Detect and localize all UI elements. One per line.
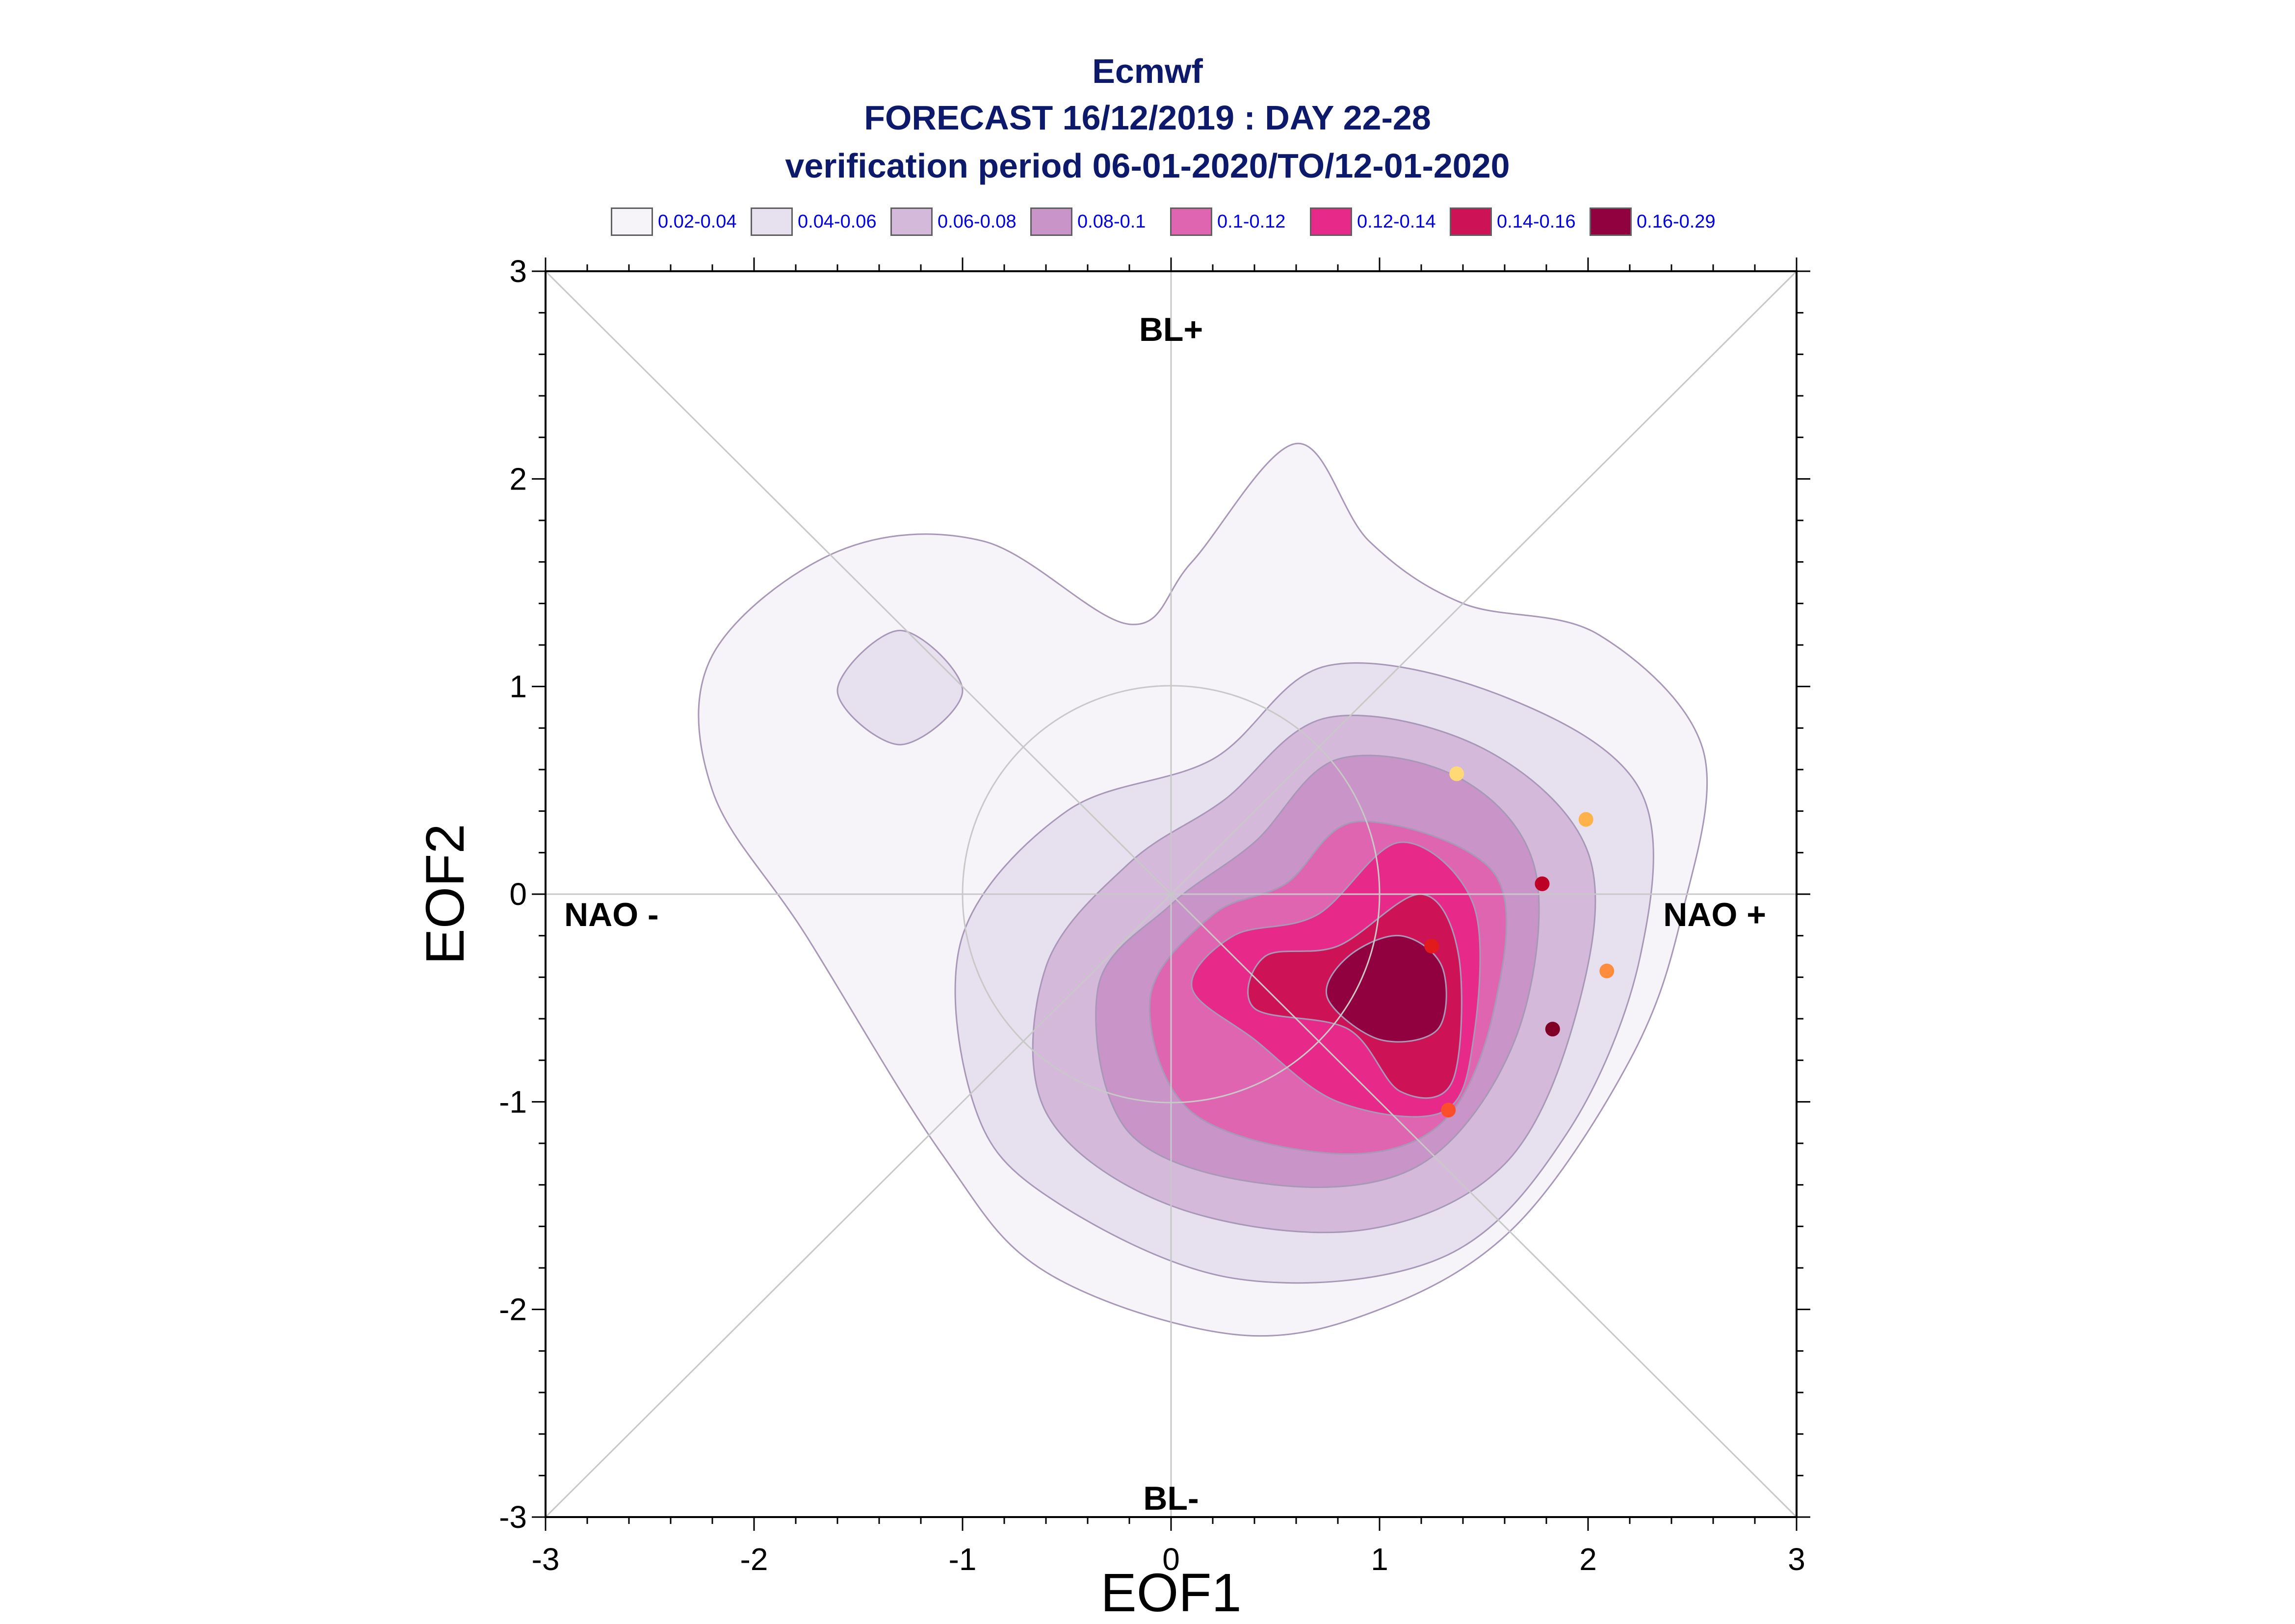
data-point <box>1599 963 1615 979</box>
legend-swatch <box>890 207 933 236</box>
title-line-1: Ecmwf <box>1092 52 1203 90</box>
legend-label: 0.06-0.08 <box>938 211 1017 232</box>
legend-swatch <box>1310 207 1352 236</box>
legend-item: 0.06-0.08 <box>890 206 1030 237</box>
y-tick-label: 1 <box>509 669 527 704</box>
data-point <box>1578 812 1593 827</box>
y-tick-label: -3 <box>499 1499 527 1535</box>
data-point <box>1545 1022 1560 1037</box>
legend-item: 0.1-0.12 <box>1170 206 1310 237</box>
diagonal-line <box>545 270 1798 1518</box>
regime-label-left: NAO - <box>564 896 659 933</box>
legend-swatch <box>1170 207 1212 236</box>
y-tick-label: 0 <box>509 876 527 912</box>
data-point <box>1424 938 1439 954</box>
regime-label-top: BL+ <box>1139 311 1203 348</box>
x-tick-label: -1 <box>949 1542 977 1577</box>
x-axis-label: EOF1 <box>1100 1563 1241 1623</box>
title-line-3: verification period 06-01-2020/TO/12-01-… <box>785 147 1510 185</box>
data-point <box>1449 766 1464 781</box>
unit-circle <box>962 685 1381 1104</box>
legend-label: 0.08-0.1 <box>1077 211 1146 232</box>
legend-swatch <box>611 207 653 236</box>
legend-label: 0.12-0.14 <box>1357 211 1436 232</box>
legend-label: 0.16-0.29 <box>1637 211 1716 232</box>
legend-label: 0.04-0.06 <box>798 211 877 232</box>
data-point <box>1535 876 1550 891</box>
x-tick-label: -2 <box>740 1542 768 1577</box>
legend-label: 0.02-0.04 <box>658 211 737 232</box>
x-tick-label: 2 <box>1579 1542 1597 1577</box>
legend-swatch <box>1590 207 1632 236</box>
regime-label-right: NAO + <box>1663 896 1766 933</box>
legend-label: 0.14-0.16 <box>1497 211 1576 232</box>
y-tick-label: 2 <box>509 461 527 496</box>
density-contour <box>836 629 964 746</box>
legend-item: 0.02-0.04 <box>611 206 751 237</box>
legend-item: 0.12-0.14 <box>1310 206 1450 237</box>
data-point <box>1441 1103 1456 1118</box>
legend-item: 0.14-0.16 <box>1450 206 1590 237</box>
legend-item: 0.04-0.06 <box>751 206 890 237</box>
x-tick-label: -3 <box>532 1542 560 1577</box>
title-line-2: FORECAST 16/12/2019 : DAY 22-28 <box>864 99 1431 137</box>
x-tick-label: 1 <box>1371 1542 1388 1577</box>
y-axis-label: EOF2 <box>415 824 475 964</box>
legend-label: 0.1-0.12 <box>1217 211 1286 232</box>
legend-swatch <box>1450 207 1492 236</box>
legend-swatch <box>1030 207 1072 236</box>
regime-label-bottom: BL- <box>1143 1480 1199 1517</box>
y-tick-label: -2 <box>499 1292 527 1327</box>
legend-swatch <box>751 207 793 236</box>
legend-item: 0.16-0.29 <box>1590 206 1729 237</box>
y-tick-label: -1 <box>499 1084 527 1119</box>
x-tick-label: 0 <box>1162 1542 1180 1577</box>
density-contour <box>1326 934 1447 1043</box>
legend: 0.02-0.04 0.04-0.06 0.06-0.08 0.08-0.1 0.1-0… <box>611 206 1729 237</box>
y-tick-label: 3 <box>509 254 527 289</box>
legend-item: 0.08-0.1 <box>1030 206 1170 237</box>
x-tick-label: 3 <box>1788 1542 1805 1577</box>
